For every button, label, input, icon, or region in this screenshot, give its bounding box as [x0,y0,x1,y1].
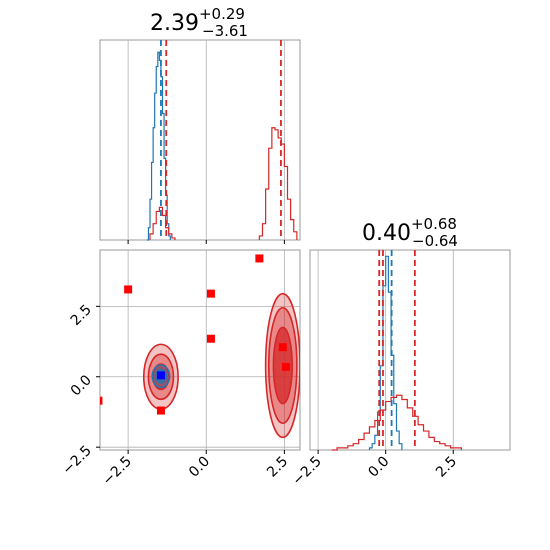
panel-title-param-2: 0.40+0.68 [362,215,457,246]
tick-marks [127,240,285,244]
histogram-panel-param-2: −2.5 0.0 2.5 0.40+0.68 −0.64 [290,215,511,489]
histogram-series-line [331,394,462,451]
sample-markers [100,254,290,415]
x-tick-label: 2.5 [264,454,291,481]
y-tick-label: 2.5 [68,302,95,329]
title-minus: −3.61 [202,22,248,40]
title-median: 0.40 [362,221,411,246]
title-plus: +0.29 [199,5,245,23]
histogram-panel-param-1: 2.39+0.29 −3.61 [99,5,301,244]
contour-layers [142,292,300,439]
panel-title-param-1: 2.39+0.29 [150,5,245,36]
x-tick-label: −2.5 [100,454,135,489]
quantile-lines [160,40,282,240]
histogram-frame [309,249,511,451]
red-sample-marker [278,343,287,352]
histogram-series-line [146,51,171,241]
x-tick-labels: −2.5 0.0 2.5 [100,454,292,489]
histogram-frame [99,39,301,241]
y-tick-labels: −2.5 0.0 2.5 [59,302,94,478]
red-sample-marker [124,285,133,294]
joint-panel-param-1-param-2: −2.5 0.0 2.5 −2.5 0.0 2.5 [59,249,301,489]
x-tick-label: 2.5 [433,454,460,481]
x-tick-label: 0.0 [365,454,392,481]
red-sample-marker [255,254,264,263]
y-tick-label: 0.0 [68,372,95,399]
blue-sample-marker [156,371,165,380]
y-tick-label: −2.5 [59,443,94,478]
x-tick-labels: −2.5 0.0 2.5 [290,454,460,489]
title-plus: +0.68 [411,215,457,233]
red-sample-marker [156,406,165,415]
x-tick-label: −2.5 [290,454,325,489]
histogram-series-line [149,127,298,240]
histogram-series [331,255,462,451]
red-sample-marker [206,334,215,343]
red-sample-marker [206,289,215,298]
tick-marks [96,305,285,454]
red-sample-marker [281,362,290,371]
quantile-lines [378,250,416,450]
title-minus: −0.64 [412,232,458,250]
grid-lines [127,40,285,240]
title-median: 2.39 [150,11,199,36]
tick-marks [317,450,454,454]
x-tick-label: 0.0 [186,454,213,481]
histogram-series [146,51,298,241]
histogram-series-line [368,255,403,450]
red-sample-marker [100,396,103,405]
